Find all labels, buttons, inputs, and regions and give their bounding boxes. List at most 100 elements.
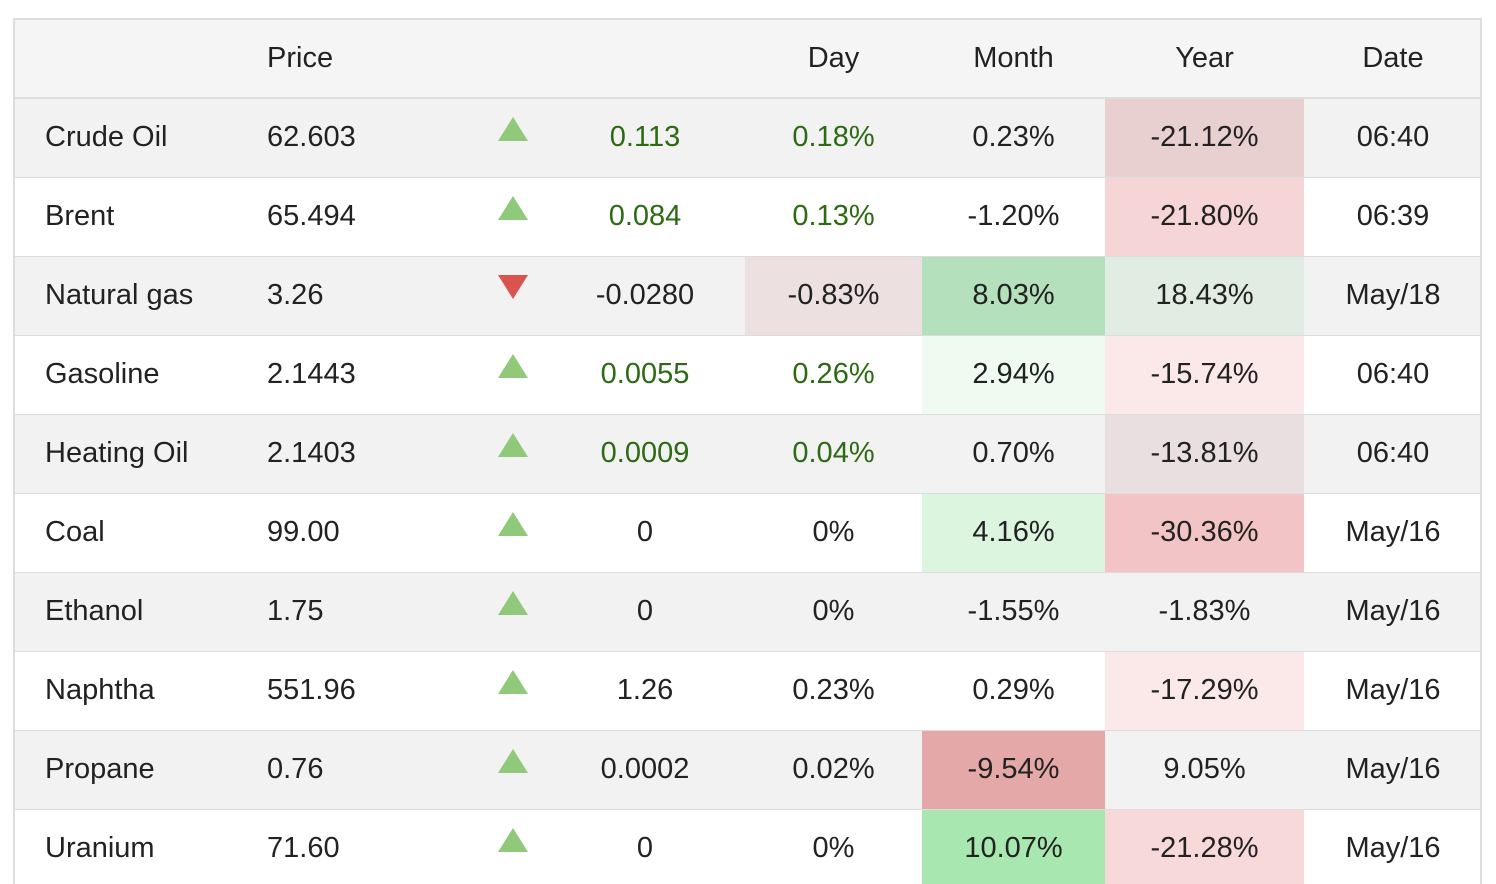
header-price[interactable]: Price bbox=[267, 20, 465, 99]
day-change-cell: 0.04% bbox=[745, 413, 922, 493]
date-cell: 06:40 bbox=[1356, 121, 1430, 154]
header-row: Price Day Month Year Date bbox=[15, 20, 1480, 99]
direction-cell bbox=[465, 413, 545, 493]
table-row[interactable]: Brent 65.494 0.084 0.13% -1.20% -21.80% 06:39 bbox=[15, 176, 1480, 256]
day-change-cell: 0.18% bbox=[792, 121, 875, 154]
table-header: Price Day Month Year Date bbox=[15, 20, 1480, 99]
table-row[interactable]: Gasoline 2.1443 0.0055 0.26% 2.94% -15.74% 06:… bbox=[15, 334, 1480, 414]
month-change-cell: 2.94% bbox=[922, 334, 1105, 414]
change-cell: -0.0280 bbox=[545, 255, 745, 335]
arrow-up-icon bbox=[498, 748, 528, 773]
year-change-cell: -13.81% bbox=[1105, 413, 1304, 493]
change-cell: 0.113 bbox=[609, 121, 681, 154]
day-change-cell: 0.13% bbox=[745, 176, 922, 256]
month-change-cell: 8.03% bbox=[922, 255, 1105, 335]
direction-cell bbox=[465, 492, 545, 572]
direction-cell bbox=[465, 176, 545, 256]
day-change-cell: 0% bbox=[745, 808, 922, 884]
commodity-name-link[interactable]: Propane bbox=[15, 729, 267, 809]
day-change-cell: 0.26% bbox=[745, 334, 922, 414]
change-cell: 0.0009 bbox=[545, 413, 745, 493]
day-change-cell: -0.83% bbox=[745, 255, 922, 335]
header-date[interactable]: Date bbox=[1304, 20, 1480, 99]
commodity-name-link[interactable]: Ethanol bbox=[15, 571, 267, 651]
direction-cell bbox=[465, 729, 545, 809]
energy-commodities-table-container: Price Day Month Year Date Crude Oil 62.60… bbox=[13, 18, 1482, 884]
price-cell: 99.00 bbox=[267, 492, 465, 572]
date-cell: May/16 bbox=[1304, 650, 1480, 730]
table-row[interactable]: Coal 99.00 0 0% 4.16% -30.36% May/16 bbox=[15, 492, 1480, 572]
table-row[interactable]: Naphtha 551.96 1.26 0.23% 0.29% -17.29% May/16 bbox=[15, 650, 1480, 730]
year-change-cell: -17.29% bbox=[1105, 650, 1304, 730]
year-change-cell: -1.83% bbox=[1105, 571, 1304, 651]
date-cell: May/16 bbox=[1304, 729, 1480, 809]
commodity-name-link[interactable]: Uranium bbox=[15, 808, 267, 884]
year-change-cell: -30.36% bbox=[1105, 492, 1304, 572]
change-cell: 0 bbox=[545, 571, 745, 651]
header-day[interactable]: Day bbox=[745, 20, 922, 99]
month-change-cell: 0.23% bbox=[972, 121, 1055, 154]
arrow-up-icon bbox=[498, 353, 528, 378]
header-arrow bbox=[465, 20, 545, 99]
day-change-cell: 0.02% bbox=[745, 729, 922, 809]
price-cell: 2.1443 bbox=[267, 334, 465, 414]
arrow-up-icon bbox=[498, 669, 528, 694]
price-cell: 2.1403 bbox=[267, 413, 465, 493]
commodity-name-link[interactable]: Naphtha bbox=[15, 650, 267, 730]
month-change-cell: -1.55% bbox=[922, 571, 1105, 651]
price-cell: 65.494 bbox=[267, 176, 465, 256]
price-cell: 71.60 bbox=[267, 808, 465, 884]
date-cell: 06:39 bbox=[1304, 176, 1480, 256]
day-change-cell: 0% bbox=[745, 492, 922, 572]
commodity-name-link[interactable]: Natural gas bbox=[15, 255, 267, 335]
price-cell: 0.76 bbox=[267, 729, 465, 809]
date-cell: May/16 bbox=[1304, 808, 1480, 884]
commodity-name-link[interactable]: Brent bbox=[15, 176, 267, 256]
direction-cell bbox=[465, 255, 545, 335]
month-change-cell: -9.54% bbox=[922, 729, 1105, 809]
table-row[interactable]: Uranium 71.60 0 0% 10.07% -21.28% May/16 bbox=[15, 808, 1480, 884]
table-row[interactable]: Natural gas 3.26 -0.0280 -0.83% 8.03% 18.43% M… bbox=[15, 255, 1480, 335]
price-cell: 62.603 bbox=[267, 121, 356, 154]
arrow-up-icon bbox=[498, 590, 528, 615]
arrow-up-icon bbox=[498, 195, 528, 220]
direction-cell bbox=[465, 650, 545, 730]
price-cell: 3.26 bbox=[267, 255, 465, 335]
table-row[interactable]: Crude Oil 62.603 0.113 0.18% 0.23% -21.12% 06:… bbox=[15, 98, 1480, 177]
change-cell: 0 bbox=[545, 808, 745, 884]
month-change-cell: 0.70% bbox=[922, 413, 1105, 493]
price-cell: 1.75 bbox=[267, 571, 465, 651]
energy-commodities-table: Price Day Month Year Date Crude Oil 62.60… bbox=[15, 20, 1480, 884]
date-cell: May/16 bbox=[1304, 492, 1480, 572]
commodity-name-link[interactable]: Heating Oil bbox=[15, 413, 267, 493]
table-row[interactable]: Heating Oil 2.1403 0.0009 0.04% 0.70% -13.81%… bbox=[15, 413, 1480, 493]
arrow-down-icon bbox=[498, 274, 528, 299]
header-year[interactable]: Year bbox=[1105, 20, 1304, 99]
change-cell: 1.26 bbox=[545, 650, 745, 730]
header-month[interactable]: Month bbox=[922, 20, 1105, 99]
table-row[interactable]: Propane 0.76 0.0002 0.02% -9.54% 9.05% May/16 bbox=[15, 729, 1480, 809]
commodity-name-link[interactable]: Gasoline bbox=[15, 334, 267, 414]
change-cell: 0.0055 bbox=[545, 334, 745, 414]
day-change-cell: 0% bbox=[745, 571, 922, 651]
arrow-up-icon bbox=[498, 511, 528, 536]
month-change-cell: 10.07% bbox=[922, 808, 1105, 884]
change-cell: 0.0002 bbox=[545, 729, 745, 809]
header-change bbox=[545, 20, 745, 99]
day-change-cell: 0.23% bbox=[745, 650, 922, 730]
commodity-name-link[interactable]: Coal bbox=[15, 492, 267, 572]
date-cell: 06:40 bbox=[1304, 334, 1480, 414]
year-change-cell: -21.80% bbox=[1105, 176, 1304, 256]
year-change-cell: -21.12% bbox=[1105, 98, 1304, 177]
arrow-up-icon bbox=[498, 432, 528, 457]
commodity-name-link[interactable]: Crude Oil bbox=[45, 121, 168, 154]
header-name bbox=[15, 20, 267, 99]
direction-cell bbox=[465, 808, 545, 884]
year-change-cell: 18.43% bbox=[1105, 255, 1304, 335]
change-cell: 0.084 bbox=[545, 176, 745, 256]
year-change-cell: -15.74% bbox=[1105, 334, 1304, 414]
date-cell: May/16 bbox=[1304, 571, 1480, 651]
year-change-cell: -21.28% bbox=[1105, 808, 1304, 884]
table-row[interactable]: Ethanol 1.75 0 0% -1.55% -1.83% May/16 bbox=[15, 571, 1480, 651]
date-cell: 06:40 bbox=[1304, 413, 1480, 493]
